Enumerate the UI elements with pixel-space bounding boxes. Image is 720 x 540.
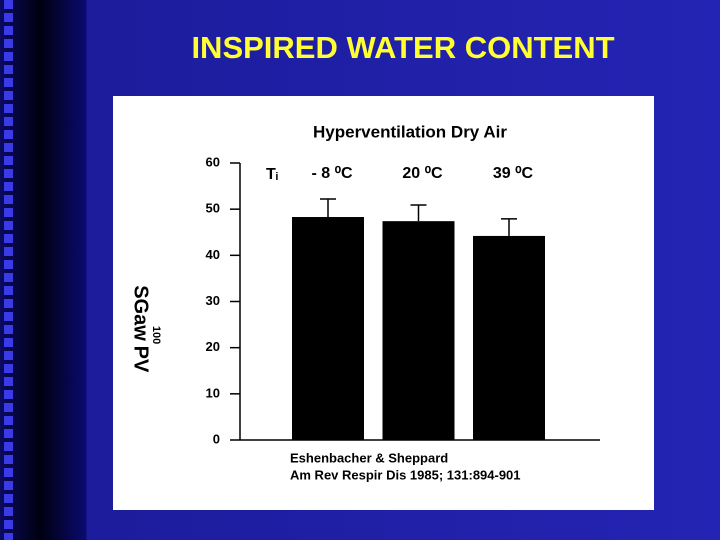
decor-square [4, 533, 13, 540]
decor-square [4, 338, 13, 347]
y-tick-label: 10 [206, 385, 220, 400]
slide-title: INSPIRED WATER CONTENT [191, 30, 615, 65]
decor-square [4, 520, 13, 529]
decor-square [4, 143, 13, 152]
category-label: 39 ⁰C [493, 165, 534, 182]
y-label-main: SGaw [130, 285, 152, 341]
decor-square [4, 377, 13, 386]
decor-square [4, 273, 13, 282]
decor-square [4, 130, 13, 139]
decor-square [4, 403, 13, 412]
y-tick-label: 0 [213, 431, 220, 446]
decor-square [4, 442, 13, 451]
decor-square [4, 52, 13, 61]
decor-square [4, 182, 13, 191]
category-label: - 8 ⁰C [311, 165, 353, 182]
y-tick-label: 20 [206, 339, 220, 354]
y-label-end: PV [130, 346, 152, 373]
y-tick-label: 30 [206, 293, 220, 308]
decor-square [4, 455, 13, 464]
decor-square [4, 156, 13, 165]
decor-square [4, 312, 13, 321]
decor-square [4, 507, 13, 516]
y-label-small: 100 [150, 326, 162, 344]
decor-square [4, 26, 13, 35]
decor-square [4, 221, 13, 230]
decor-square [4, 364, 13, 373]
annotation: Tᵢ [266, 166, 278, 183]
y-axis-label: SGaw 100 PV [130, 285, 162, 373]
y-tick-label: 50 [206, 201, 220, 216]
decor-square [4, 39, 13, 48]
bar [382, 221, 455, 440]
decor-square [4, 195, 13, 204]
decor-square [4, 13, 13, 22]
decor-square [4, 481, 13, 490]
decor-square [4, 351, 13, 360]
decor-square [4, 429, 13, 438]
decor-square [4, 78, 13, 87]
decor-square [4, 325, 13, 334]
decor-square [4, 0, 13, 9]
decor-strip [4, 0, 16, 540]
decor-square [4, 247, 13, 256]
chart-title: Hyperventilation Dry Air [313, 122, 507, 141]
y-tick-label: 40 [206, 247, 220, 262]
bar [292, 217, 364, 440]
decor-square [4, 416, 13, 425]
bar [473, 235, 545, 440]
decor-square [4, 169, 13, 178]
decor-square [4, 91, 13, 100]
decor-square [4, 494, 13, 503]
decor-square [4, 104, 13, 113]
decor-square [4, 468, 13, 477]
footnote: Eshenbacher & Sheppard [290, 450, 448, 465]
decor-square [4, 65, 13, 74]
footnote: Am Rev Respir Dis 1985; 131:894-901 [290, 467, 521, 482]
y-tick-label: 60 [206, 154, 220, 169]
decor-square [4, 299, 13, 308]
decor-square [4, 260, 13, 269]
category-label: 20 ⁰C [402, 165, 443, 182]
decor-square [4, 390, 13, 399]
decor-square [4, 208, 13, 217]
decor-square [4, 286, 13, 295]
decor-square [4, 117, 13, 126]
decor-square [4, 234, 13, 243]
